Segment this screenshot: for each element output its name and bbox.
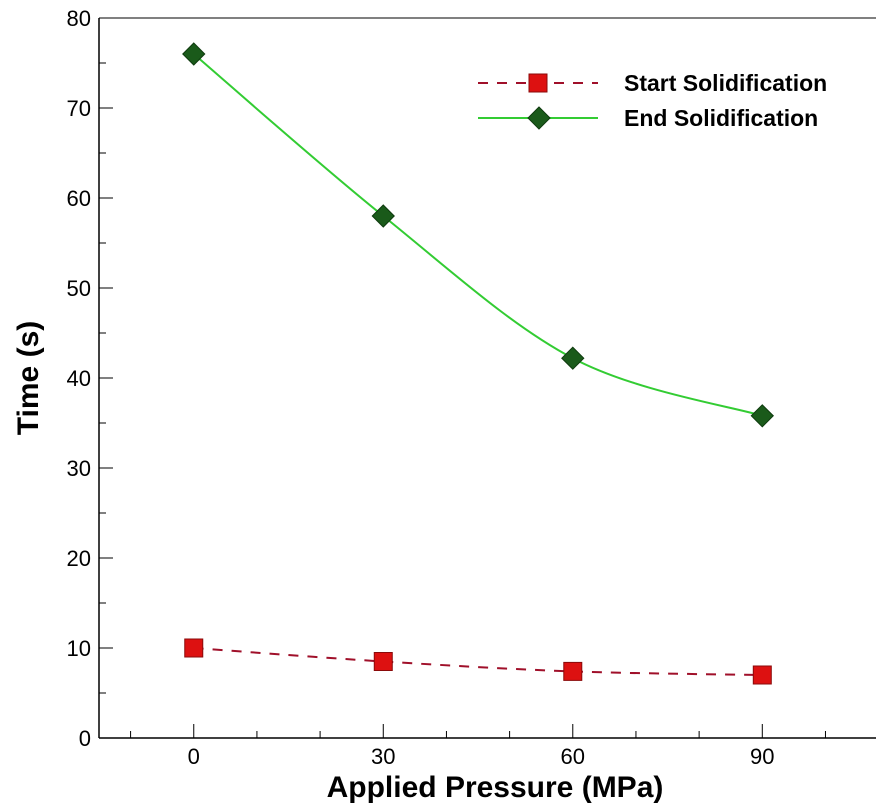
y-tick-label: 30 [67, 456, 91, 481]
series-line-start-solidification [193, 647, 763, 676]
data-point-start-solidification [184, 638, 204, 658]
x-axis-title: Applied Pressure (MPa) [327, 771, 664, 804]
axis-ticks [99, 17, 826, 739]
y-tick-label: 70 [67, 96, 91, 121]
series-layer [182, 42, 774, 685]
y-tick-label: 60 [67, 186, 91, 211]
data-point-end-solidification [371, 204, 395, 228]
series-line-end-solidification [193, 53, 763, 417]
legend-marker-start-solidification [528, 73, 548, 93]
legend-label-end-solidification: End Solidification [624, 105, 818, 131]
x-tick-label: 60 [561, 744, 585, 769]
tick-labels: 0 10 20 30 40 50 60 70 80 0 30 60 90 [67, 6, 775, 769]
data-point-start-solidification [563, 661, 583, 681]
legend-marker-end-solidification [527, 106, 551, 130]
data-point-end-solidification [750, 404, 774, 428]
x-tick-label: 90 [750, 744, 774, 769]
y-tick-label: 20 [67, 546, 91, 571]
y-tick-label: 10 [67, 636, 91, 661]
data-point-end-solidification [182, 42, 206, 66]
y-tick-label: 40 [67, 366, 91, 391]
data-point-end-solidification [561, 346, 585, 370]
data-point-start-solidification [752, 665, 772, 685]
y-axis-title: Time (s) [12, 321, 45, 435]
x-tick-label: 0 [188, 744, 200, 769]
y-tick-label: 80 [67, 6, 91, 31]
data-point-start-solidification [373, 652, 393, 671]
y-tick-label: 0 [79, 726, 91, 751]
legend: Start Solidification End Solidification [478, 70, 827, 131]
x-tick-label: 30 [371, 744, 395, 769]
y-tick-label: 50 [67, 276, 91, 301]
legend-label-start-solidification: Start Solidification [624, 70, 827, 96]
